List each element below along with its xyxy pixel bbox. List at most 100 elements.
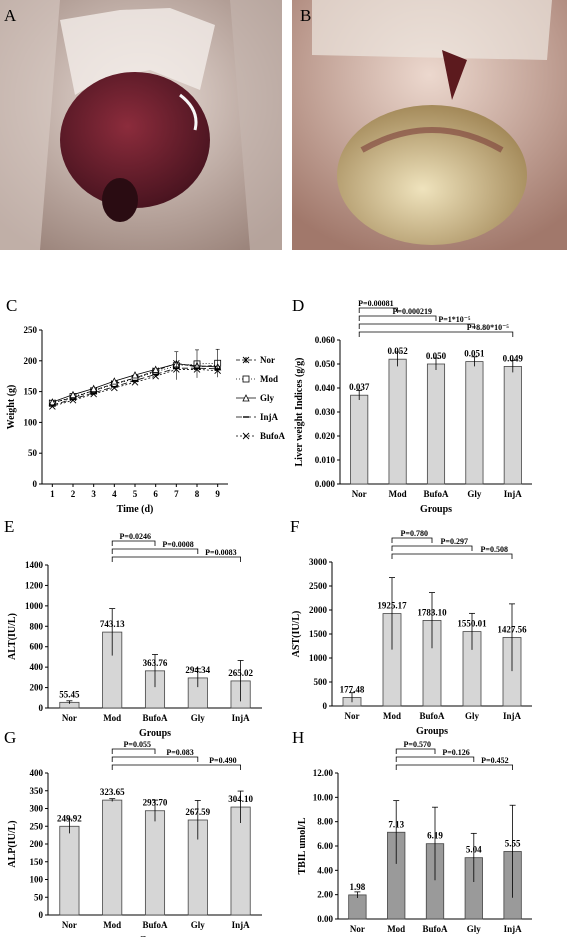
y-axis-label-c: Weight (g) bbox=[6, 385, 17, 430]
data-label-g: 293.70 bbox=[143, 798, 168, 808]
bar-d-gly bbox=[465, 361, 484, 485]
x-tick-label-c: 1 bbox=[50, 489, 55, 499]
y-tick-label-c: 150 bbox=[24, 387, 38, 397]
x-tick-label-g: InjA bbox=[232, 920, 251, 930]
legend-marker-nor bbox=[242, 356, 250, 364]
p-value-label-h: P=0.452 bbox=[481, 756, 508, 765]
data-point-gly bbox=[69, 390, 77, 399]
y-tick-label-g: 200 bbox=[30, 839, 44, 849]
x-tick-label-d: Gly bbox=[467, 489, 482, 499]
legend-label-inja: InjA bbox=[260, 412, 279, 422]
significance-bracket-h bbox=[395, 756, 475, 762]
x-tick-label-e: Mod bbox=[103, 713, 121, 723]
bar-g-mod bbox=[102, 799, 123, 916]
x-tick-label-c: 8 bbox=[195, 489, 200, 499]
data-point-gly bbox=[131, 371, 139, 379]
significance-bracket-d bbox=[358, 315, 437, 321]
data-point-bufoa bbox=[90, 390, 97, 398]
x-tick-label-c: 7 bbox=[174, 489, 179, 499]
x-tick-label-e: Nor bbox=[62, 713, 77, 723]
data-label-g: 267.59 bbox=[185, 807, 210, 817]
y-tick-label-c: 200 bbox=[24, 356, 38, 366]
p-value-label-g: P=0.490 bbox=[209, 756, 236, 765]
bar-g-inja bbox=[230, 806, 251, 916]
y-axis-label-d: Liver weight Indices (g/g) bbox=[294, 358, 305, 467]
data-point-bufoa bbox=[131, 379, 139, 386]
y-tick-label-f: 3000 bbox=[309, 557, 328, 567]
significance-bracket-d bbox=[358, 331, 514, 337]
y-tick-label-e: 0 bbox=[39, 703, 44, 713]
x-tick-label-g: Mod bbox=[103, 920, 121, 930]
x-tick-label-c: 9 bbox=[215, 489, 220, 499]
y-tick-label-e: 1400 bbox=[25, 560, 44, 570]
y-tick-label-g: 50 bbox=[34, 892, 44, 902]
y-tick-label-d: 0.030 bbox=[315, 407, 336, 417]
photo-liver-model bbox=[292, 0, 567, 250]
significance-bracket-f bbox=[391, 545, 473, 551]
panel-label-g: G bbox=[4, 728, 17, 747]
y-axis-label-f: AST(IU/L) bbox=[291, 611, 302, 658]
legend-marker-bufoa bbox=[242, 432, 250, 440]
significance-bracket-f bbox=[391, 553, 513, 559]
p-value-label-e: P=0.0083 bbox=[205, 548, 236, 557]
y-tick-label-f: 0 bbox=[323, 701, 328, 711]
legend-marker-gly bbox=[242, 394, 250, 402]
data-point-bufoa bbox=[152, 372, 159, 380]
bar-d-inja bbox=[503, 365, 522, 485]
y-tick-label-e: 1200 bbox=[25, 580, 44, 590]
y-tick-label-c: 100 bbox=[24, 417, 38, 427]
x-axis-label-d: Groups bbox=[420, 504, 452, 515]
y-tick-label-d: 0.000 bbox=[315, 479, 336, 489]
y-tick-label-e: 400 bbox=[30, 662, 44, 672]
y-tick-label-d: 0.040 bbox=[315, 383, 336, 393]
data-point-bufoa bbox=[69, 396, 77, 404]
data-point-bufoa bbox=[49, 403, 56, 410]
y-axis-label-h: TBIL umol/L bbox=[297, 817, 308, 874]
data-label-e: 363.76 bbox=[143, 658, 168, 668]
data-label-h: 5.04 bbox=[466, 845, 482, 855]
significance-bracket-h bbox=[395, 748, 436, 754]
y-tick-label-d: 0.010 bbox=[315, 455, 336, 465]
y-tick-label-g: 350 bbox=[30, 786, 44, 796]
y-tick-label-e: 200 bbox=[30, 683, 44, 693]
y-axis-label-e: ALT(IU/L) bbox=[7, 613, 18, 660]
significance-bracket-g bbox=[111, 748, 156, 754]
bar-h-nor bbox=[348, 894, 367, 920]
x-tick-label-d: InjA bbox=[504, 489, 523, 499]
x-tick-label-g: Nor bbox=[62, 920, 77, 930]
data-label-f: 1783.10 bbox=[417, 607, 447, 617]
panel-label-f: F bbox=[290, 517, 300, 536]
x-tick-label-g: BufoA bbox=[142, 920, 168, 930]
legend-label-bufoa: BufoA bbox=[260, 431, 286, 441]
y-tick-label-h: 8.00 bbox=[317, 817, 333, 827]
data-label-d: 0.049 bbox=[503, 353, 524, 363]
x-tick-label-h: Nor bbox=[350, 924, 365, 934]
y-tick-label-f: 500 bbox=[314, 677, 328, 687]
data-label-g: 323.65 bbox=[100, 787, 125, 797]
x-tick-label-f: BufoA bbox=[419, 711, 445, 721]
data-label-h: 6.19 bbox=[427, 831, 443, 841]
bar-g-bufoa bbox=[144, 810, 166, 916]
p-value-label-d: P=1*10⁻⁵ bbox=[438, 315, 471, 324]
x-tick-label-e: Gly bbox=[191, 713, 206, 723]
x-tick-label-c: 3 bbox=[91, 489, 96, 499]
p-value-label-f: P=0.780 bbox=[401, 529, 428, 538]
p-value-label-g: P=0.055 bbox=[124, 740, 151, 749]
x-tick-label-d: Mod bbox=[389, 489, 407, 499]
data-label-h: 7.13 bbox=[388, 819, 404, 829]
significance-bracket-e bbox=[111, 540, 156, 546]
bar-d-nor bbox=[350, 394, 369, 485]
data-label-d: 0.051 bbox=[464, 349, 485, 359]
p-value-label-f: P=0.297 bbox=[441, 537, 468, 546]
data-label-f: 1550.01 bbox=[457, 619, 487, 629]
data-label-g: 304.10 bbox=[228, 794, 253, 804]
legend-label-mod: Mod bbox=[260, 374, 278, 384]
y-tick-label-e: 800 bbox=[30, 621, 44, 631]
y-tick-label-f: 1000 bbox=[309, 653, 328, 663]
x-axis-label-g: Groups bbox=[139, 935, 171, 937]
panel-label-b: B bbox=[300, 6, 312, 25]
significance-bracket-d bbox=[358, 323, 475, 329]
y-tick-label-h: 2.00 bbox=[317, 890, 333, 900]
data-label-e: 55.45 bbox=[59, 689, 80, 699]
p-value-label-f: P=0.508 bbox=[481, 545, 508, 554]
